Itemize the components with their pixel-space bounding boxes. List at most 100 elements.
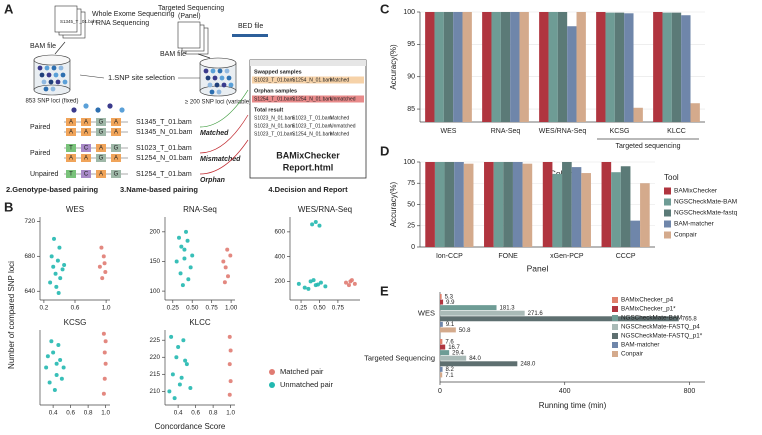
report-cell: S1254_N_01.bam	[292, 131, 332, 137]
point	[58, 358, 63, 362]
y-tick-label: Targeted Sequencing	[364, 353, 435, 362]
plot-area	[40, 217, 110, 300]
report-name: Report.html	[283, 162, 334, 172]
x-tick-label: 0.75	[206, 305, 219, 312]
point	[102, 350, 107, 355]
bar	[633, 107, 643, 122]
y-tick-label: 215	[149, 371, 160, 378]
snp-dot	[48, 79, 54, 85]
allele: T	[69, 146, 73, 152]
bar	[503, 162, 513, 247]
snp-dot	[71, 107, 77, 113]
y-tick-label: 100	[149, 288, 160, 295]
bar	[548, 12, 558, 122]
point	[228, 379, 233, 384]
point	[228, 253, 233, 258]
point	[176, 345, 181, 350]
point	[52, 388, 57, 392]
bar	[440, 366, 443, 372]
point	[346, 283, 351, 288]
point	[54, 373, 59, 377]
point	[188, 265, 193, 270]
point	[316, 282, 320, 287]
point	[47, 380, 52, 385]
point	[177, 235, 181, 240]
arrow	[197, 53, 211, 59]
value-label: 29.4	[452, 351, 464, 357]
x-tick-label: WES	[441, 128, 457, 135]
point	[317, 223, 322, 228]
y-tick-label: 100	[403, 159, 415, 166]
legend-swatch	[664, 220, 671, 228]
allele: A	[84, 120, 88, 126]
y-axis-label: Accuracy(%)	[389, 44, 398, 90]
snp-dot	[212, 75, 218, 81]
point	[62, 263, 67, 268]
x-tick-label: Ion-CCP	[436, 253, 463, 260]
bar	[624, 13, 634, 122]
legend-title: Tool	[664, 173, 679, 182]
chart-title: KCSG	[64, 318, 87, 327]
bar	[522, 163, 533, 247]
point	[188, 385, 193, 390]
bar	[662, 12, 672, 123]
y-tick-label: 200	[149, 228, 160, 235]
x-tick-label: 0.50	[313, 305, 326, 312]
y-tick-label: 210	[149, 388, 160, 395]
bar	[440, 350, 450, 356]
point	[185, 238, 190, 243]
point	[182, 256, 187, 261]
y-tick-label: 200	[274, 278, 285, 285]
bar	[484, 162, 494, 247]
legend-label: NGSCheckMate-FASTQ_p4	[621, 324, 700, 331]
point	[51, 350, 56, 355]
plot-area	[165, 330, 235, 405]
point	[174, 259, 179, 264]
chart-title: WES/RNA-Seq	[298, 205, 352, 214]
value-label: 181.3	[500, 306, 516, 312]
point	[103, 339, 108, 344]
point	[170, 372, 175, 377]
bar	[425, 162, 435, 247]
legend-swatch	[612, 306, 618, 312]
value-label: 9.1	[446, 322, 455, 328]
legend-swatch	[664, 209, 671, 217]
point	[44, 365, 49, 370]
allele-box	[81, 154, 91, 162]
allele-box	[66, 128, 76, 136]
snp-dot	[51, 65, 57, 71]
point	[225, 247, 230, 252]
y-tick-label: 85	[407, 106, 415, 113]
legend-swatch	[269, 382, 275, 388]
y-tick-label: 90	[407, 74, 415, 81]
snp-dot	[41, 79, 47, 85]
point	[186, 277, 191, 282]
point	[101, 331, 106, 336]
report-section-title: Total result	[254, 107, 283, 113]
point	[177, 382, 182, 387]
x-tick-label: 0.50	[186, 305, 199, 312]
point	[227, 392, 232, 397]
bar	[630, 220, 641, 247]
snp-dot	[37, 65, 43, 71]
legend-swatch	[664, 198, 671, 206]
x-tick-label: 0.6	[71, 305, 80, 312]
bar	[552, 173, 563, 247]
allele: G	[99, 156, 104, 162]
point	[221, 259, 226, 264]
bar	[440, 327, 456, 333]
point	[103, 270, 108, 275]
snp-dot	[203, 68, 209, 74]
doc-label: S1345_T _01.bam	[60, 19, 97, 24]
y-tick-label: 95	[407, 41, 415, 48]
value-label: 7.6	[445, 339, 454, 345]
x-tick-label: 800	[684, 388, 696, 395]
bar	[576, 12, 586, 122]
point	[53, 271, 58, 276]
chart-title: KLCC	[189, 318, 211, 327]
snp-dot	[83, 103, 89, 109]
report-cell: S1023_T_01.bam	[292, 123, 332, 129]
bar	[581, 173, 591, 247]
point	[227, 334, 232, 339]
step-label: 4.Decision and Report	[268, 185, 348, 194]
